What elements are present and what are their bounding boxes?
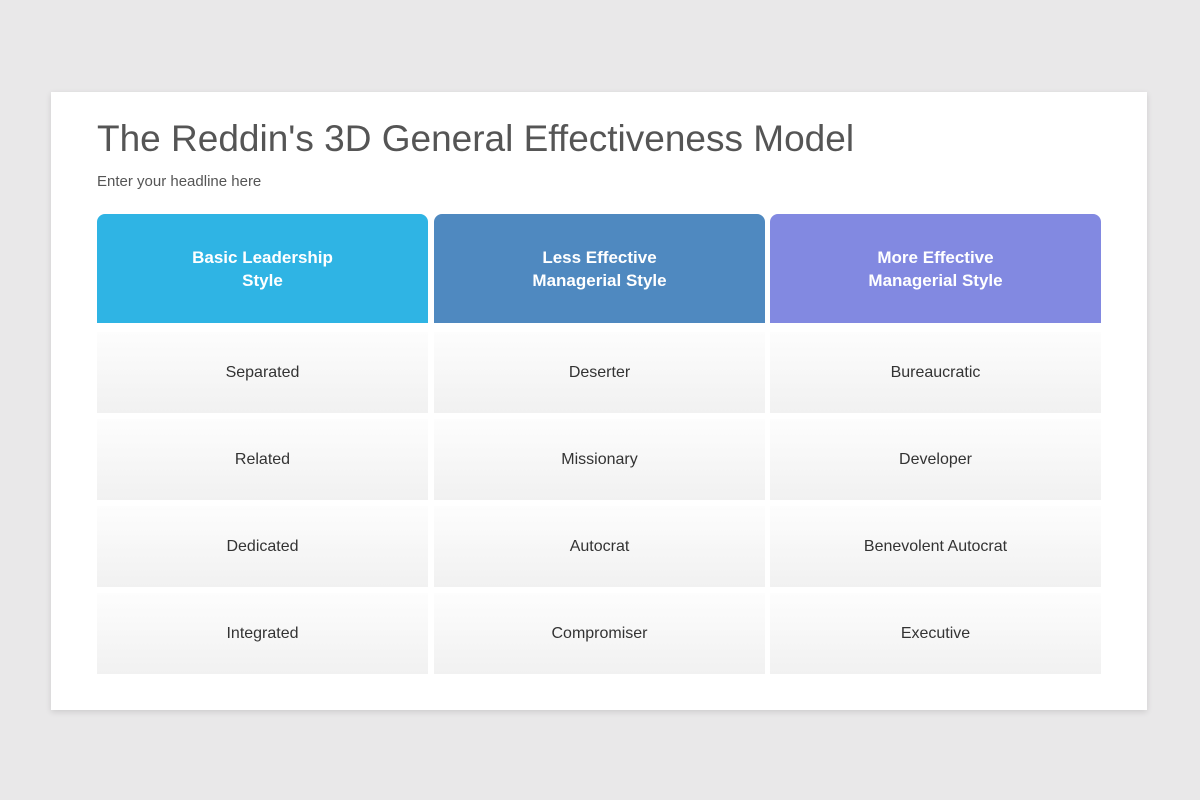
- table-cell: Integrated: [97, 593, 428, 674]
- table-cell: Dedicated: [97, 506, 428, 587]
- subtitle: Enter your headline here: [97, 173, 262, 190]
- table-cell: Missionary: [434, 419, 765, 500]
- table-cell: Bureaucratic: [770, 332, 1101, 413]
- column-header: Less Effective Managerial Style: [434, 214, 765, 323]
- table-cell: Related: [97, 419, 428, 500]
- table-cell: Executive: [770, 593, 1101, 674]
- table-cell: Developer: [770, 419, 1101, 500]
- table-cell: Separated: [97, 332, 428, 413]
- column-header: More Effective Managerial Style: [770, 214, 1101, 323]
- column-header: Basic Leadership Style: [97, 214, 428, 323]
- slide: The Reddin's 3D General Effectiveness Mo…: [51, 92, 1147, 710]
- table-cell: Autocrat: [434, 506, 765, 587]
- table-cell: Deserter: [434, 332, 765, 413]
- table-cell: Compromiser: [434, 593, 765, 674]
- table-cell: Benevolent Autocrat: [770, 506, 1101, 587]
- title: The Reddin's 3D General Effectiveness Mo…: [97, 118, 855, 159]
